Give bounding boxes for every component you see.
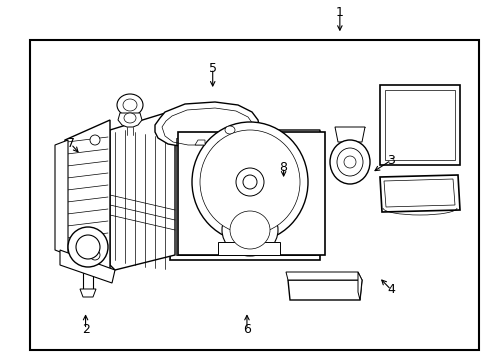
Polygon shape bbox=[285, 272, 361, 280]
Ellipse shape bbox=[123, 99, 137, 111]
Polygon shape bbox=[65, 120, 110, 275]
Ellipse shape bbox=[124, 113, 136, 123]
Ellipse shape bbox=[117, 94, 142, 116]
Ellipse shape bbox=[222, 204, 278, 256]
Polygon shape bbox=[215, 142, 224, 147]
Text: 4: 4 bbox=[386, 283, 394, 296]
Polygon shape bbox=[178, 132, 325, 255]
Ellipse shape bbox=[76, 235, 100, 259]
Polygon shape bbox=[80, 289, 96, 297]
Polygon shape bbox=[55, 140, 68, 255]
Ellipse shape bbox=[90, 135, 100, 145]
Text: 1: 1 bbox=[335, 6, 343, 19]
Polygon shape bbox=[379, 175, 459, 212]
Ellipse shape bbox=[343, 156, 355, 168]
Polygon shape bbox=[218, 242, 280, 255]
Polygon shape bbox=[379, 85, 459, 165]
Text: 6: 6 bbox=[243, 323, 250, 336]
Ellipse shape bbox=[236, 168, 264, 196]
Bar bbox=[30, 40, 478, 350]
Polygon shape bbox=[118, 113, 142, 127]
Ellipse shape bbox=[329, 140, 369, 184]
Polygon shape bbox=[334, 127, 364, 142]
Ellipse shape bbox=[192, 122, 307, 242]
Text: 5: 5 bbox=[208, 62, 216, 75]
Ellipse shape bbox=[90, 250, 100, 260]
Ellipse shape bbox=[68, 227, 108, 267]
Ellipse shape bbox=[243, 175, 257, 189]
Polygon shape bbox=[287, 280, 361, 300]
Ellipse shape bbox=[336, 148, 362, 176]
Text: 3: 3 bbox=[386, 154, 394, 167]
Polygon shape bbox=[180, 130, 319, 255]
Polygon shape bbox=[170, 132, 319, 260]
Polygon shape bbox=[155, 102, 260, 147]
Polygon shape bbox=[195, 140, 204, 145]
Ellipse shape bbox=[224, 126, 235, 134]
Polygon shape bbox=[60, 250, 115, 283]
Polygon shape bbox=[357, 272, 361, 300]
Text: 8: 8 bbox=[279, 161, 287, 174]
Ellipse shape bbox=[229, 211, 269, 249]
Text: 2: 2 bbox=[81, 323, 89, 336]
Text: 7: 7 bbox=[67, 138, 75, 150]
Ellipse shape bbox=[200, 130, 299, 234]
Polygon shape bbox=[110, 110, 175, 270]
